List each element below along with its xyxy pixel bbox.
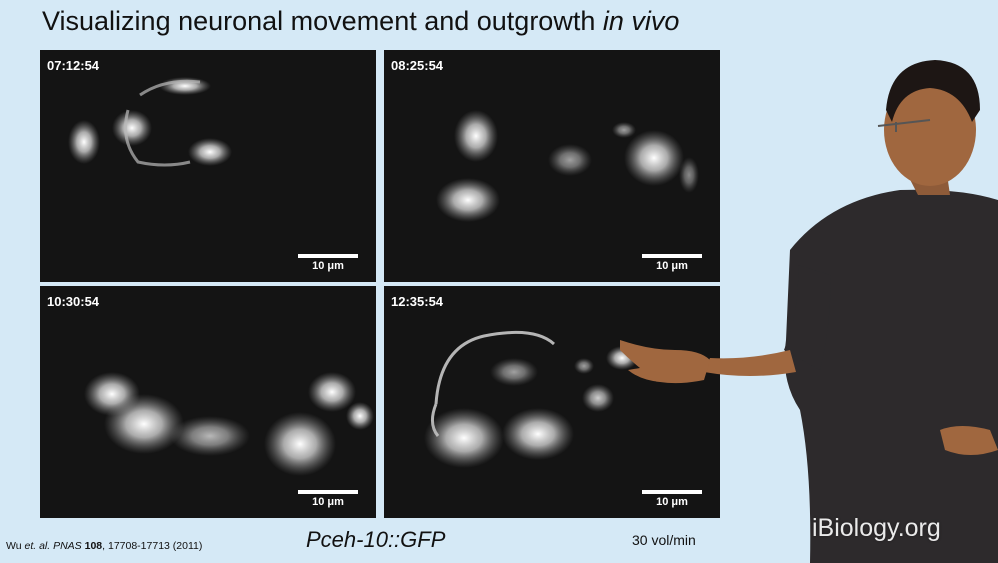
- scale-bar-line: [298, 254, 358, 258]
- fluorescence-image-3: [84, 372, 374, 476]
- timestamp: 12:35:54: [391, 294, 444, 309]
- shirt-sleeve: [784, 265, 831, 370]
- scale-bar-label: 10 μm: [312, 260, 344, 272]
- scale-bar-line: [642, 490, 702, 494]
- citation-volume: 108: [84, 540, 103, 552]
- scale-bar: 10 μm: [642, 490, 702, 508]
- shirt: [784, 189, 998, 563]
- citation-journal: PNAS: [50, 540, 85, 552]
- fluorescence-image-4: [424, 330, 638, 468]
- timestamp: 07:12:54: [47, 58, 100, 73]
- citation-authors: Wu: [6, 540, 25, 552]
- slide-title-italic: in vivo: [602, 6, 680, 36]
- citation-etal: et. al.: [24, 540, 51, 552]
- construct-caption: Pceh-10::GFP: [306, 527, 446, 552]
- arm: [704, 350, 796, 376]
- imaging-rate: 30 vol/min: [632, 532, 696, 548]
- timestamp: 10:30:54: [47, 294, 100, 309]
- hand: [620, 340, 710, 384]
- ibiology-watermark: iBiology.org: [812, 514, 941, 542]
- glasses: [877, 119, 931, 132]
- slide-title-main: Visualizing neuronal movement and outgro…: [42, 6, 603, 36]
- scale-bar-label: 10 μm: [656, 496, 688, 508]
- hair: [886, 60, 980, 122]
- head: [884, 74, 976, 186]
- microscopy-panel-1: 07:12:54 10 μm: [40, 50, 376, 282]
- slide-title: Visualizing neuronal movement and outgro…: [42, 6, 679, 37]
- scale-bar: 10 μm: [642, 254, 702, 272]
- microscopy-panel-2: 08:25:54 10 μm: [384, 50, 720, 282]
- scale-bar: 10 μm: [298, 254, 358, 272]
- citation-pages: , 17708-17713 (2011): [102, 540, 203, 552]
- scale-bar-label: 10 μm: [656, 260, 688, 272]
- right-hand: [940, 426, 998, 455]
- presenter-figure: [620, 60, 998, 563]
- timestamp: 08:25:54: [391, 58, 444, 73]
- fluorescence-image-2: [436, 110, 699, 222]
- scale-bar-line: [298, 490, 358, 494]
- scale-bar: 10 μm: [298, 490, 358, 508]
- microscopy-panel-4: 12:35:54 10 μm: [384, 286, 720, 518]
- scale-bar-line: [642, 254, 702, 258]
- citation: Wu et. al. PNAS 108, 17708-17713 (2011): [6, 540, 202, 552]
- fluorescence-image-1: [68, 77, 232, 167]
- microscopy-panel-3: 10:30:54 10 μm: [40, 286, 376, 518]
- scale-bar-label: 10 μm: [312, 496, 344, 508]
